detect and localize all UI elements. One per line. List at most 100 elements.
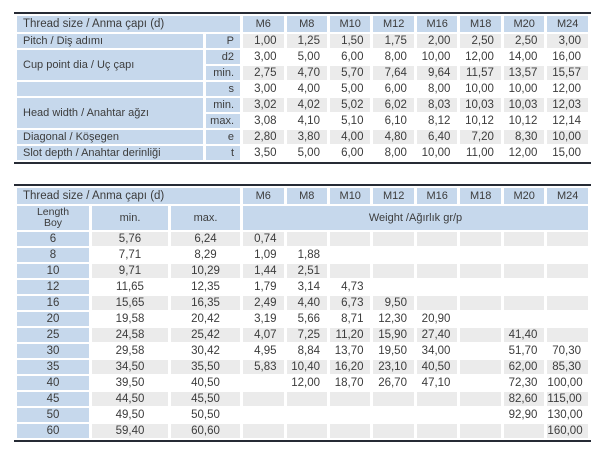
dimension-value-m24: 16,00 [552,50,581,63]
weight-value-m24: 160,00 [547,424,588,438]
weight-row-length-35: 35 34,50 35,50 5,83 10,40 16,20 23,10 40,50 62,0… [17,360,588,374]
dimension-row: s 3,00 4,00 5,00 6,00 8,00 10,00 10,00 12,00 [17,82,588,96]
length-max-value: 40,50 [191,376,220,389]
weight-value-m8 [287,408,327,422]
weight-value-m24: 100,00 [547,376,583,389]
weights-table-subheader-row: Length Boy min. max. Weight /Ağırlık gr/… [17,206,588,230]
weight-value-m20: 41,40 [503,328,545,342]
length-max-value: 25,42 [171,328,241,342]
length-min-value: 49,50 [115,408,145,421]
weight-value-m18 [460,424,501,438]
dimensions-col-header-m8: M8 [286,16,327,32]
weight-row-length-40: 40 39,50 40,50 12,00 18,70 26,70 47,10 72,30 100… [17,376,588,390]
length-max-value: 60,60 [171,424,241,438]
weight-value-m16 [416,264,458,278]
dimensions-col-header-m6: M6 [243,16,284,32]
dimension-row-label: Head width / Anahtar ağzı [17,98,203,128]
dimension-value-m20: 2,50 [503,34,545,48]
dimensions-table: Thread size / Anma çapı (d) M6 M8 M10 M12 M1… [14,12,591,164]
weight-value-m24 [547,312,588,326]
weight-value-m24: 115,00 [547,392,588,406]
length-min-value: 59,40 [92,424,168,438]
dimension-value-m24: 15,00 [552,146,581,159]
dimension-row: max. 3,08 4,10 5,10 6,10 8,12 10,12 10,12 12,14 [17,114,588,128]
dimension-row-label: Cup point dia / Uç çapı [17,50,203,80]
weight-value-m18 [460,232,501,246]
weight-row-length-25: 25 24,58 25,42 4,07 7,25 11,20 15,90 27,40 41,40 [17,328,588,342]
length-min-value: 34,50 [92,360,168,374]
dimension-value-m12: 6,02 [373,98,414,112]
length-max-value: 50,50 [191,408,220,421]
min-column-header: min. [92,206,168,230]
weight-row-length-30: 30 29,58 30,42 4,95 8,84 13,70 19,50 34,00 51,70… [17,344,588,358]
dimension-value-m18: 11,00 [465,146,494,159]
dimension-value-m16: 2,00 [416,34,458,48]
weight-value-m6: 5,83 [243,360,284,374]
dimension-value-m8: 1,25 [286,34,327,48]
dimension-value-m24: 12,03 [547,98,588,112]
weight-value-m10 [330,232,371,246]
weight-value-m24 [547,232,588,246]
weight-value-m10 [330,264,371,278]
dimension-symbol: min. [206,66,241,80]
dimension-value-m16: 8,03 [416,98,458,112]
weight-value-m24 [547,280,588,294]
dimension-value-m24: 12,00 [552,82,581,95]
weight-value-m20 [503,264,545,278]
dimensions-table-header-row: Thread size / Anma çapı (d) M6 M8 M10 M12 M1… [17,16,588,32]
weight-value-m6: 0,74 [243,232,284,246]
dimension-value-m16: 9,64 [416,66,458,80]
weight-value-m20 [503,296,545,310]
weights-table-title: Thread size / Anma çapı (d) [17,188,241,204]
length-min-value: 11,65 [116,280,144,293]
weight-value-m12 [373,424,414,438]
length-value: 35 [17,360,89,374]
dimension-symbol: max. [206,114,241,128]
weight-value-m20: 72,30 [508,376,538,389]
length-max-value: 35,50 [171,360,241,374]
dimension-value-m6: 3,00 [254,82,277,95]
weight-value-m6: 1,79 [254,280,277,293]
weight-value-m16 [416,296,458,310]
weight-value-m6: 1,09 [254,248,277,261]
dimension-value-m6: 1,00 [243,34,284,48]
weight-value-m8 [286,392,327,406]
dimensions-col-header-m24: M24 [547,16,588,32]
dimension-value-m18: 10,00 [465,82,494,95]
dimension-symbol: s [206,82,241,96]
dimension-value-m8: 5,00 [297,146,320,159]
length-max-value: 6,24 [171,232,241,246]
weight-value-m16: 27,40 [416,328,458,342]
weight-row-length-16: 16 15,65 16,35 2,49 4,40 6,73 9,50 [17,296,588,310]
weight-row-length-10: 10 9,71 10,29 1,44 2,51 [17,264,588,278]
weights-col-header-m8: M8 [286,188,327,204]
weight-value-m18 [460,296,501,310]
dimensions-col-header-m20: M20 [503,16,545,32]
dimension-value-m18: 7,20 [460,130,501,144]
dimension-value-m8: 4,00 [297,82,320,95]
weight-value-m8: 8,84 [297,344,320,357]
weight-value-m20: 62,00 [503,360,545,374]
dimension-value-m16: 6,40 [416,130,458,144]
dimension-value-m12: 8,00 [384,50,407,63]
length-max-value: 20,42 [191,312,220,325]
dimension-value-m12: 6,10 [384,114,407,127]
weight-value-m20 [503,424,545,438]
length-min-value: 29,58 [115,344,145,357]
weight-value-m10: 13,70 [334,344,364,357]
dimension-row-label: Slot depth / Anahtar derinliği [17,146,203,160]
dimension-value-m10: 1,50 [329,34,371,48]
length-min-value: 7,71 [118,248,142,261]
dimension-value-m12: 1,75 [373,34,414,48]
weight-value-m18 [460,360,501,374]
dimension-value-m24: 10,00 [547,130,588,144]
dimension-value-m6: 3,00 [254,50,277,63]
length-value: 16 [17,296,89,310]
dimension-value-m16: 10,00 [421,146,451,159]
weight-value-m16: 34,00 [421,344,451,357]
weight-value-m12 [373,232,414,246]
dimension-value-m20: 14,00 [508,50,538,63]
weight-value-m20: 51,70 [508,344,538,357]
dimension-value-m24: 12,14 [552,114,581,127]
